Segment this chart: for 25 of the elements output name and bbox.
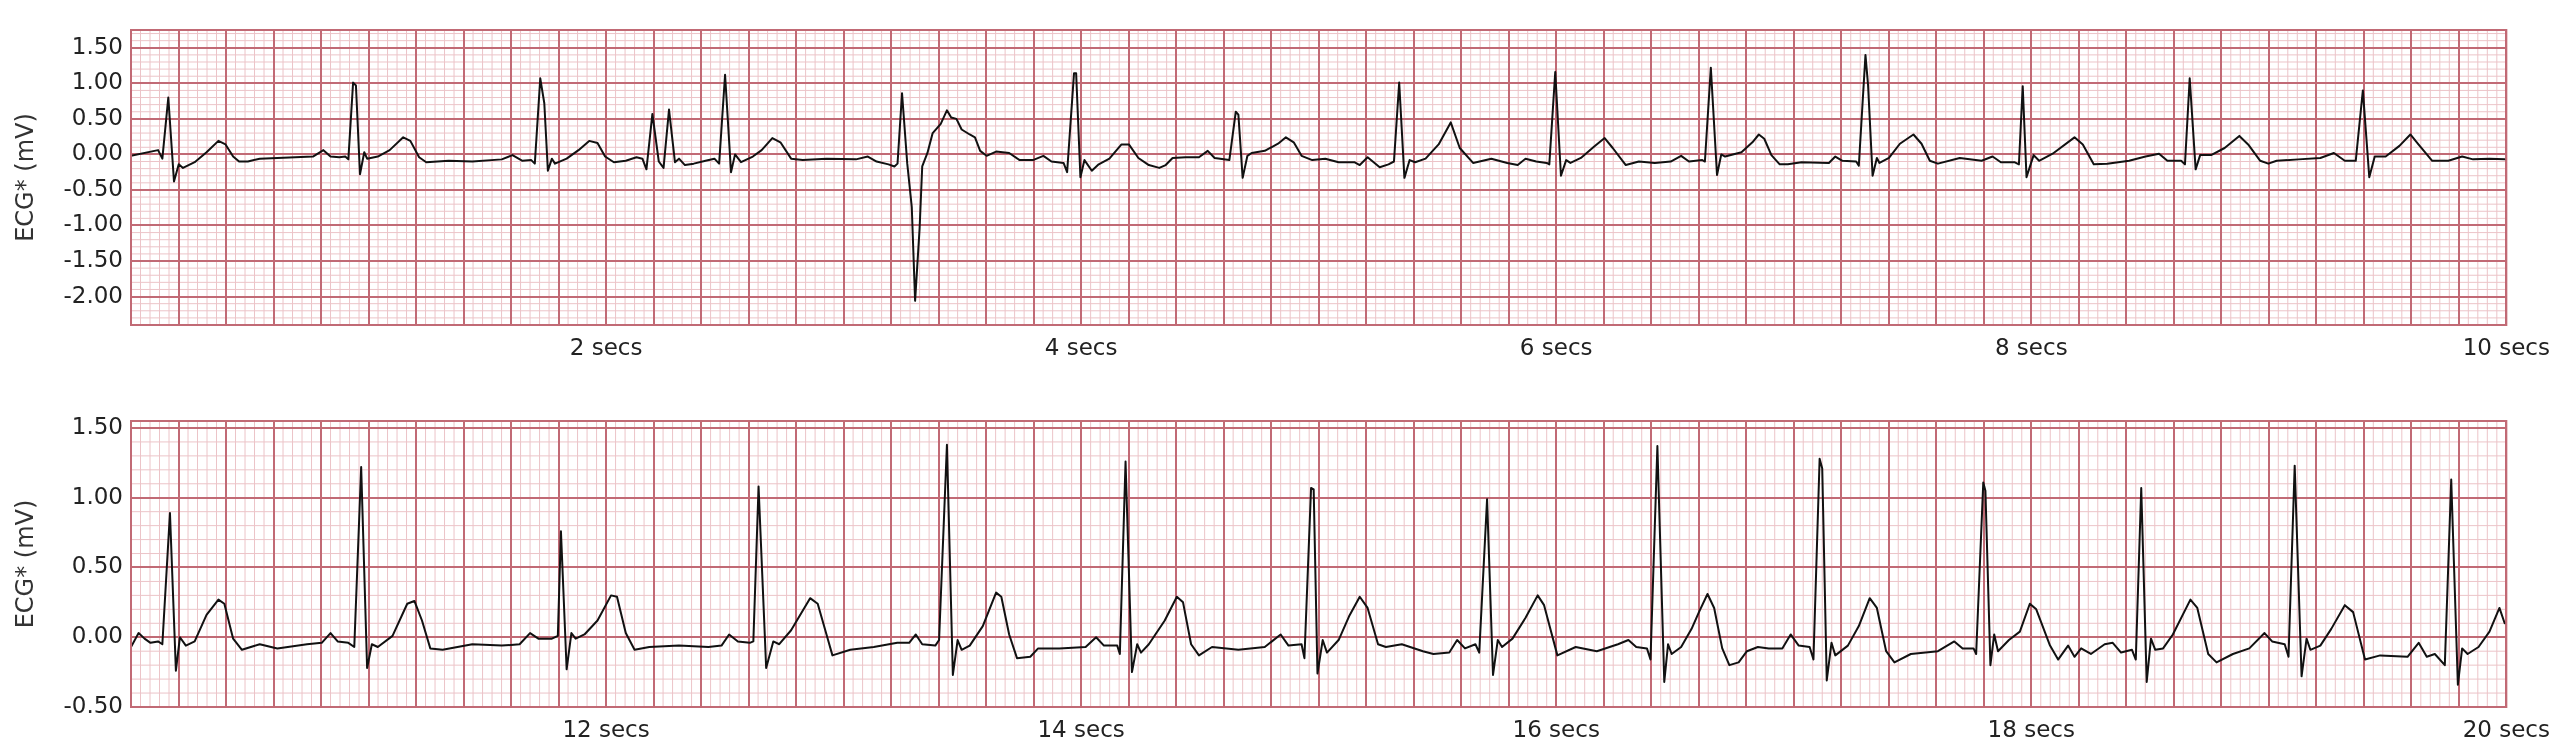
x-tick-label: 6 secs — [1519, 333, 1593, 360]
y-tick-label: 1.00 — [71, 68, 123, 95]
x-tick-label: 20 secs — [2462, 715, 2550, 742]
y-tick-label: 1.50 — [71, 412, 123, 439]
x-tick-label: 10 secs — [2462, 333, 2550, 360]
x-tick-label: 18 secs — [1987, 715, 2075, 742]
x-tick-label: 8 secs — [1994, 333, 2068, 360]
x-tick-label: 12 secs — [562, 715, 650, 742]
x-tick-label: 4 secs — [1044, 333, 1118, 360]
x-tick-label: 16 secs — [1512, 715, 1600, 742]
y-tick-label: 1.50 — [71, 32, 123, 59]
y-tick-label: -0.50 — [63, 691, 123, 718]
y-tick-label: 0.50 — [71, 552, 123, 579]
x-tick-label: 14 secs — [1037, 715, 1125, 742]
y-tick-label: -1.00 — [63, 210, 123, 237]
y-tick-label: 0.00 — [71, 139, 123, 166]
y-axis-title: ECG* (mV) — [10, 499, 39, 629]
x-tick-label: 2 secs — [569, 333, 643, 360]
y-tick-label: 0.00 — [71, 622, 123, 649]
y-tick-label: -1.50 — [63, 245, 123, 272]
y-axis-title: ECG* (mV) — [10, 113, 39, 242]
y-tick-label: -0.50 — [63, 174, 123, 201]
y-tick-label: 1.00 — [71, 482, 123, 509]
y-tick-label: -2.00 — [63, 281, 123, 308]
y-tick-label: 0.50 — [71, 103, 123, 130]
